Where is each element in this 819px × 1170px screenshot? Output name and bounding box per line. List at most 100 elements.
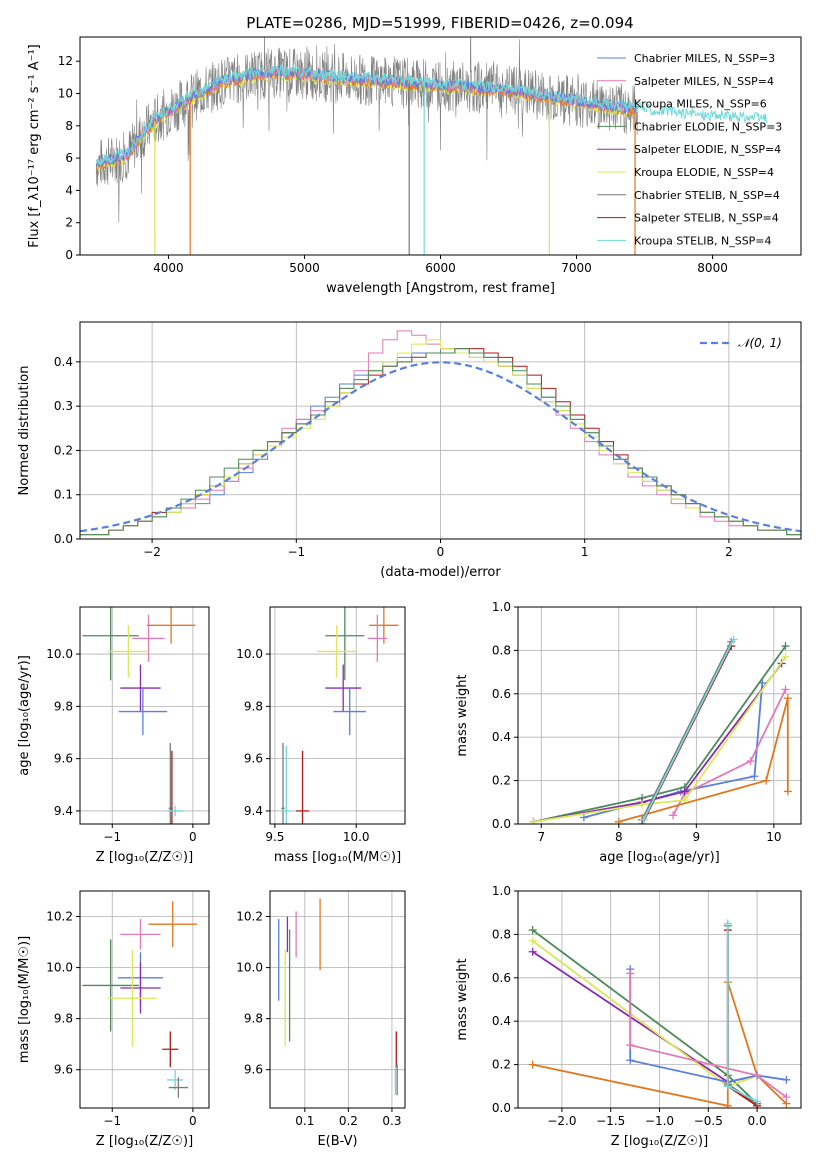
plot-area-mass_vs_Z (82, 901, 197, 1098)
panel-age_vs_Z: −1 0 9.4 9.6 9.8 10.0 Z [log₁₀(Z/Z☉)] age [log₁… (17, 606, 210, 865)
axes-frame (79, 606, 210, 825)
y-tick-label: 10.2 (236, 910, 263, 924)
y-tick-label: 1.0 (492, 600, 511, 614)
x-tick-label: −2 (143, 545, 161, 559)
y-tick-label: 1.0 (492, 884, 511, 898)
panel-weight_vs_Z: −2.0 −1.5 −1.0 −0.5 0.0 0.0 0.2 0.4 0.6 0.8 1.0 Z [… (455, 884, 802, 1149)
legend-label: Chabrier STELIB, N_SSP=4 (634, 189, 780, 202)
weight-marker-kroupa_elodie (781, 652, 790, 661)
weight-marker-salpeter_elodie (528, 947, 537, 956)
y-tick-label: 9.6 (54, 1063, 73, 1077)
spectrum-model-kroupa_stelib (95, 63, 767, 167)
x-tick-label: 0 (437, 545, 445, 559)
x-tick-label: −1.0 (645, 1114, 674, 1128)
x-tick-label: −0.5 (694, 1114, 723, 1128)
y-tick-label: 9.6 (244, 1063, 263, 1077)
legend-label: Salpeter STELIB, N_SSP=4 (634, 212, 779, 225)
weight-marker-chabrier_miles (750, 772, 759, 781)
weight-line-salpeter_miles (672, 689, 787, 816)
weight-marker-chabrier_miles (782, 1075, 791, 1084)
histogram-kroupa_elodie (80, 339, 801, 539)
y-axis-label: mass weight (455, 674, 470, 756)
legend-label: Kroupa MILES, N_SSP=6 (634, 98, 767, 111)
weight-line-orange (618, 697, 789, 823)
y-tick-label: 4 (65, 183, 73, 197)
legend-label: Kroupa STELIB, N_SSP=4 (634, 234, 772, 247)
weight-marker-salpeter_miles (753, 1071, 762, 1080)
weight-line-chabrier_elodie (533, 645, 787, 823)
y-axis-label: mass [log₁₀(M/M☉)] (17, 936, 32, 1063)
axes-frame (269, 890, 406, 1109)
weight-line-kroupa_elodie (533, 656, 787, 823)
x-tick-label: 0.0 (748, 1114, 767, 1128)
x-tick-label: 7 (537, 830, 545, 844)
y-tick-label: 9.8 (54, 1012, 73, 1026)
weight-marker-salpeter_miles (669, 811, 678, 820)
legend-label: Salpeter ELODIE, N_SSP=4 (634, 143, 781, 156)
weight-line-salpeter_miles (629, 973, 787, 1098)
weight-marker-kroupa_stelib (753, 1097, 762, 1106)
y-tick-label: 0 (65, 248, 73, 262)
panel-residual_histogram: −2 −1 0 1 2 0.0 0.1 0.2 0.3 0.4 (data-model)/error… (17, 321, 802, 580)
x-tick-label: −2.0 (547, 1114, 576, 1128)
y-tick-label: 0.4 (492, 730, 511, 744)
weight-marker-salpeter_miles (626, 969, 635, 978)
x-axis-label: wavelength [Angstrom, rest frame] (326, 281, 555, 296)
weight-marker-kroupa_elodie (528, 936, 537, 945)
gaussian-curve (80, 361, 801, 533)
x-tick-label: 0.3 (382, 1114, 401, 1128)
x-tick-label: 6000 (425, 261, 456, 275)
y-tick-label: 9.4 (54, 804, 73, 818)
x-tick-label: 0.2 (339, 1114, 358, 1128)
panel-age_vs_mass: 9.5 10.0 9.4 9.6 9.8 10.0 mass [log₁₀(M/M☉)] (236, 606, 406, 865)
y-tick-label: 0.4 (492, 1014, 511, 1028)
x-axis-label: Z [log₁₀(Z/Z☉)] (96, 1134, 193, 1149)
x-tick-label: 1 (581, 545, 589, 559)
panel-mass_vs_Z: −1 0 9.6 9.8 10.0 10.2 Z [log₁₀(Z/Z☉)] mass [lo… (17, 890, 210, 1149)
legend-label: Chabrier MILES, N_SSP=3 (634, 52, 775, 65)
plot-area-spectrum (95, 37, 767, 255)
panel-mass_vs_EBV: 0.1 0.2 0.3 9.6 9.8 10.0 10.2 E(B-V) (236, 890, 406, 1149)
y-tick-label: 0.2 (492, 774, 511, 788)
weight-line-salpeter_elodie (532, 951, 758, 1083)
y-tick-label: 0.4 (54, 355, 73, 369)
y-tick-label: 0.0 (54, 532, 73, 546)
x-tick-label: −1 (103, 1114, 121, 1128)
x-tick-label: 8000 (697, 261, 728, 275)
legend-spectrum: Chabrier MILES, N_SSP=3 Salpeter MILES, N… (597, 52, 782, 247)
y-tick-label: 9.6 (244, 752, 263, 766)
y-tick-label: 0.8 (492, 643, 511, 657)
y-tick-label: 9.6 (54, 752, 73, 766)
x-tick-label: 10.0 (343, 830, 370, 844)
y-tick-label: 0.6 (492, 971, 511, 985)
y-tick-label: 0.2 (492, 1058, 511, 1072)
x-axis-label: (data-model)/error (380, 565, 501, 580)
weight-marker-orange (762, 776, 771, 785)
y-tick-label: 0.2 (54, 443, 73, 457)
y-tick-label: 2 (65, 216, 73, 230)
x-tick-label: 10 (766, 830, 781, 844)
weight-line-chabrier_miles (583, 682, 764, 819)
weight-marker-orange (783, 787, 792, 796)
y-tick-label: 9.8 (54, 699, 73, 713)
x-tick-label: 7000 (561, 261, 592, 275)
y-tick-label: 12 (58, 54, 73, 68)
plot-area-mass_vs_EBV (278, 898, 398, 1096)
y-tick-label: 8 (65, 119, 73, 133)
weight-marker-kroupa_stelib (729, 635, 738, 644)
plot-area-weight_vs_Z (528, 919, 791, 1108)
y-tick-label: 10.0 (46, 647, 73, 661)
weight-line-chabrier_stelib (641, 641, 733, 821)
weight-marker-kroupa_elodie (529, 817, 538, 824)
weight-marker-chabrier_elodie (781, 642, 790, 651)
x-tick-label: 0 (189, 830, 197, 844)
panel-weight_vs_age: 7 8 9 10 0.0 0.2 0.4 0.6 0.8 1.0 age [log₁₀(age/yr… (455, 600, 802, 865)
legend-label: Kroupa ELODIE, N_SSP=4 (634, 166, 774, 179)
plot-area-weight_vs_age (529, 635, 792, 824)
x-axis-label: Z [log₁₀(Z/Z☉)] (611, 1134, 708, 1149)
x-tick-label: 5000 (289, 261, 320, 275)
weight-marker-orange (723, 1101, 732, 1108)
weight-marker-kroupa_stelib (639, 815, 648, 824)
axes-frame (269, 606, 406, 825)
